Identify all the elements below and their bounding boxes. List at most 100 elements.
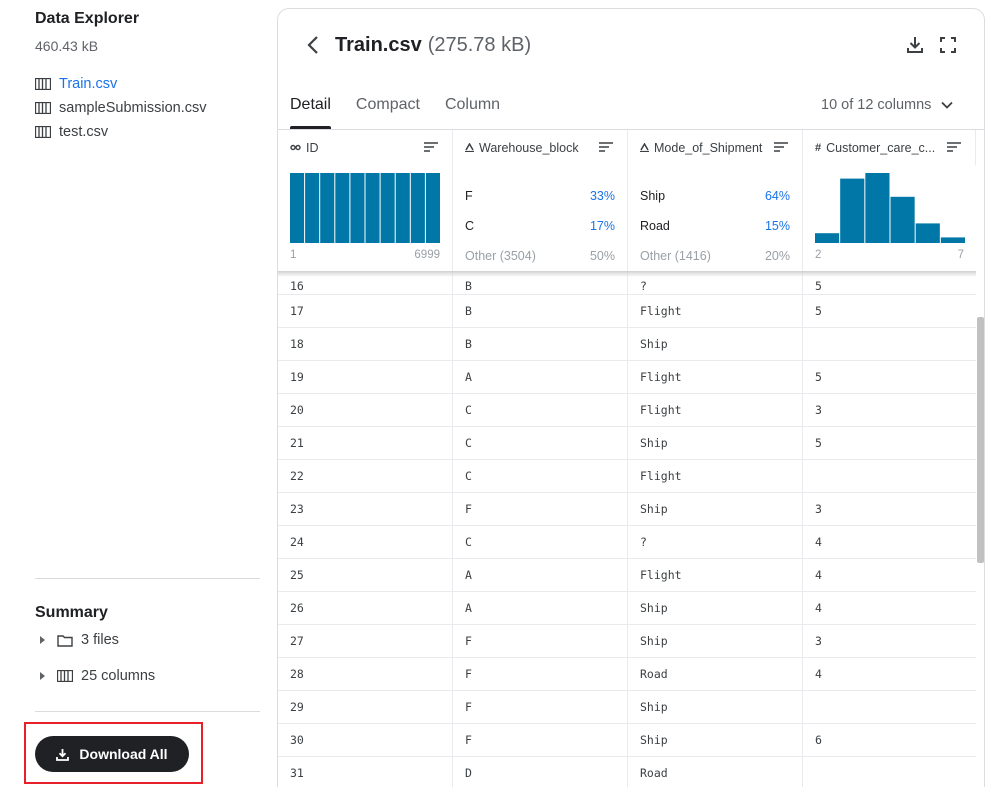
cell-id: 19 xyxy=(278,361,453,393)
cell-id: 31 xyxy=(278,757,453,787)
caret-right-icon xyxy=(40,636,45,644)
stats-shadow xyxy=(278,271,976,277)
histogram-bar[interactable] xyxy=(940,237,965,243)
cell-id: 30 xyxy=(278,724,453,756)
cell-mode-of-shipment: Ship xyxy=(628,328,803,360)
sort-icon[interactable] xyxy=(947,142,961,152)
back-arrow-icon[interactable] xyxy=(306,35,320,55)
scrollbar-thumb[interactable] xyxy=(977,317,984,563)
column-header-warehouse-block[interactable]: Warehouse_block xyxy=(453,130,628,165)
table-row[interactable]: 21 C Ship 5 xyxy=(278,427,976,460)
folder-icon xyxy=(57,634,73,647)
column-header-label: Mode_of_Shipment xyxy=(654,140,763,155)
table-icon xyxy=(35,102,51,114)
table-row[interactable]: 26 A Ship 4 xyxy=(278,592,976,625)
file-item-test[interactable]: test.csv xyxy=(35,120,206,144)
histogram-bar[interactable] xyxy=(425,173,440,243)
histogram-bar[interactable] xyxy=(915,223,940,243)
column-stats-id: 1 6999 xyxy=(278,165,453,271)
histogram-bar[interactable] xyxy=(350,173,365,243)
cell-mode-of-shipment: Flight xyxy=(628,460,803,492)
histogram-bar[interactable] xyxy=(335,173,350,243)
cell-id: 24 xyxy=(278,526,453,558)
stat-percent: 50% xyxy=(589,249,615,263)
stat-label: Ship xyxy=(640,189,666,203)
histogram-bar[interactable] xyxy=(320,173,335,243)
table-row[interactable]: 31 D Road xyxy=(278,757,976,787)
stat-row-other: Other (3504) 50% xyxy=(465,249,615,263)
histogram-bar[interactable] xyxy=(290,173,305,243)
table-row[interactable]: 24 C? 4 xyxy=(278,526,976,559)
cell-warehouse-block: B xyxy=(453,328,628,360)
table-row[interactable]: 19 A Flight 5 xyxy=(278,361,976,394)
sort-icon[interactable] xyxy=(599,142,613,152)
cell-mode-of-shipment: Ship xyxy=(628,625,803,657)
column-header-id[interactable]: ID xyxy=(278,130,453,165)
histogram-bar[interactable] xyxy=(395,173,410,243)
download-icon[interactable] xyxy=(906,36,924,54)
stat-percent: 15% xyxy=(764,219,790,233)
table-row[interactable]: 16 B? 5 xyxy=(278,271,976,295)
cell-customer-care xyxy=(803,691,976,723)
cell-warehouse-block: C xyxy=(453,394,628,426)
file-name: test.csv xyxy=(59,124,109,140)
table-row[interactable]: 27 F Ship 3 xyxy=(278,625,976,658)
cell-id: 16 xyxy=(278,271,453,294)
file-title: Train.csv (275.78 kB) xyxy=(335,34,531,57)
cell-mode-of-shipment: Ship xyxy=(628,691,803,723)
tab-detail[interactable]: Detail xyxy=(290,93,331,129)
cell-warehouse-block: F xyxy=(453,658,628,690)
tab-divider xyxy=(278,129,984,130)
columns-selector[interactable]: 10 of 12 columns xyxy=(821,97,954,113)
table-row[interactable]: 28 F Road 4 xyxy=(278,658,976,691)
cell-mode-of-shipment: ? xyxy=(628,526,803,558)
data-explorer-sidebar: Data Explorer 460.43 kB Train.csv sample… xyxy=(0,0,270,787)
sort-icon[interactable] xyxy=(424,142,438,152)
download-all-label: Download All xyxy=(79,746,168,762)
customer-care-histogram[interactable] xyxy=(815,173,966,243)
stat-percent: 33% xyxy=(589,189,615,203)
histogram-bar[interactable] xyxy=(380,173,395,243)
file-item-samplesubmission[interactable]: sampleSubmission.csv xyxy=(35,96,206,120)
table-row[interactable]: 18 B Ship xyxy=(278,328,976,361)
file-name: Train.csv xyxy=(59,76,118,92)
cell-customer-care: 4 xyxy=(815,568,822,582)
column-header-customer-care[interactable]: # Customer_care_c... xyxy=(803,130,976,165)
table-row[interactable]: 30 F Ship 6 xyxy=(278,724,976,757)
summary-columns-row[interactable]: 25 columns xyxy=(40,668,155,684)
sort-icon[interactable] xyxy=(774,142,788,152)
fullscreen-icon[interactable] xyxy=(940,37,956,53)
cell-id: 18 xyxy=(278,328,453,360)
summary-files-row[interactable]: 3 files xyxy=(40,632,119,648)
table-row[interactable]: 20 C Flight 3 xyxy=(278,394,976,427)
id-histogram[interactable] xyxy=(290,173,441,243)
column-stats-customer-care: 2 7 xyxy=(803,165,976,271)
table-row[interactable]: 25 A Flight 4 xyxy=(278,559,976,592)
file-item-train[interactable]: Train.csv xyxy=(35,72,206,96)
data-explorer-title: Data Explorer xyxy=(35,10,140,27)
histogram-bar[interactable] xyxy=(305,173,320,243)
table-row[interactable]: 29 F Ship xyxy=(278,691,976,724)
table-row[interactable]: 17 B Flight 5 xyxy=(278,295,976,328)
histogram-bar[interactable] xyxy=(865,173,890,243)
sidebar-divider xyxy=(35,578,260,579)
histogram-bar[interactable] xyxy=(890,196,915,243)
histogram-bar[interactable] xyxy=(365,173,380,243)
highlight-box xyxy=(24,722,203,784)
file-title-size: (275.78 kB) xyxy=(427,34,532,56)
tab-compact[interactable]: Compact xyxy=(355,96,420,113)
tab-column[interactable]: Column xyxy=(444,96,501,113)
cell-customer-care: 3 xyxy=(815,634,822,648)
cell-id: 17 xyxy=(278,295,453,327)
histogram-bar[interactable] xyxy=(840,178,865,243)
download-all-button[interactable]: Download All xyxy=(35,736,189,772)
cell-mode-of-shipment: Ship xyxy=(628,493,803,525)
column-header-mode-of-shipment[interactable]: Mode_of_Shipment xyxy=(628,130,803,165)
table-row[interactable]: 23 F Ship 3 xyxy=(278,493,976,526)
stat-label: Road xyxy=(640,219,670,233)
table-row[interactable]: 22 C Flight xyxy=(278,460,976,493)
histogram-bar[interactable] xyxy=(815,233,840,243)
histogram-bar[interactable] xyxy=(410,173,425,243)
cell-warehouse-block: F xyxy=(453,691,628,723)
columns-selector-label: 10 of 12 columns xyxy=(821,97,932,113)
